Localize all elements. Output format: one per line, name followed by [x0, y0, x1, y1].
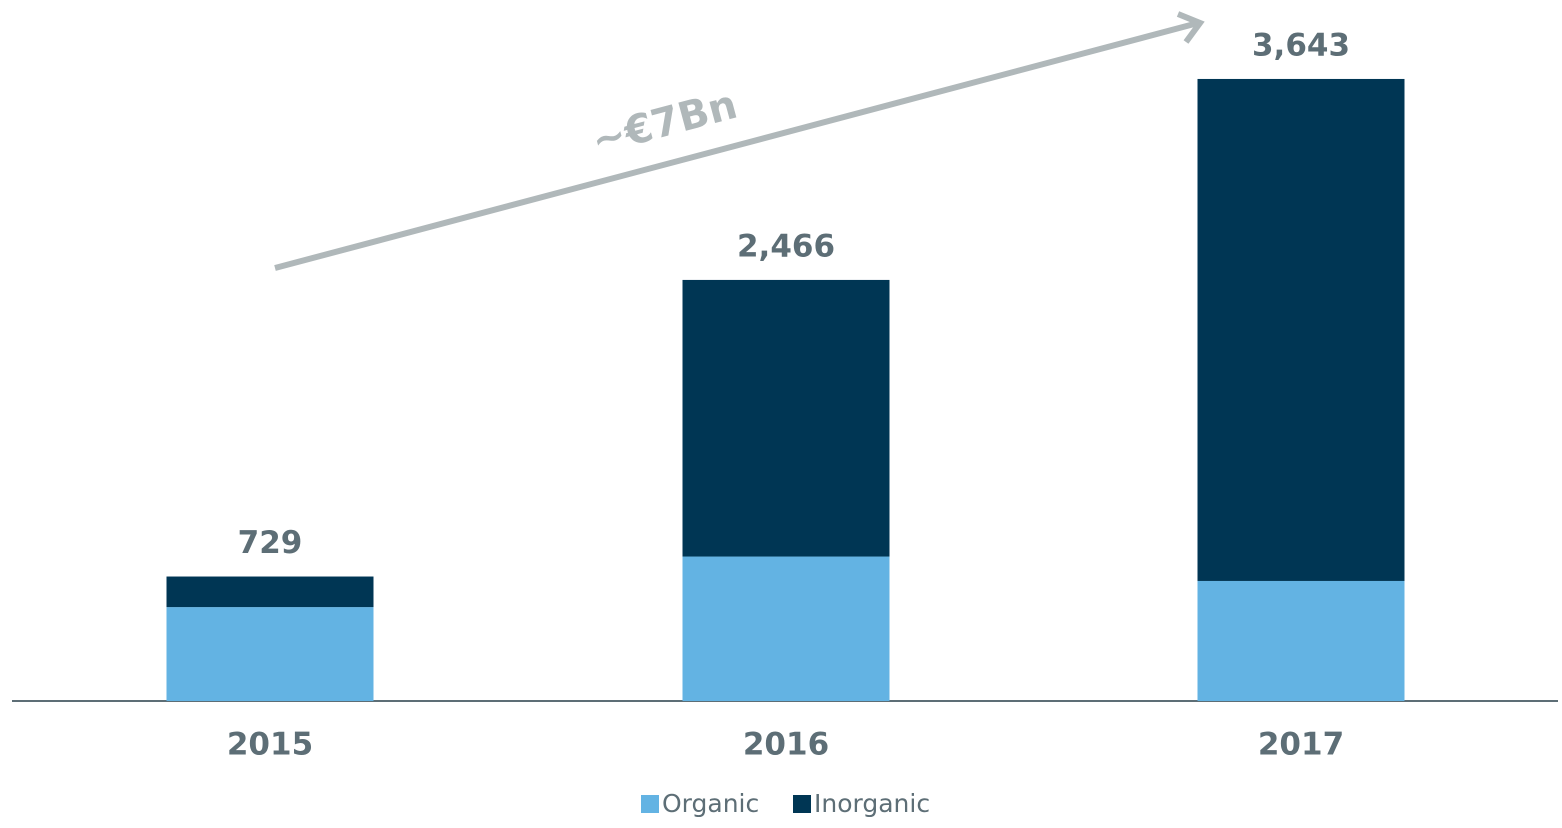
bar-segment	[166, 607, 374, 701]
bar-segment	[682, 279, 890, 557]
total-label: 2,466	[737, 228, 835, 264]
bar-segment	[1197, 580, 1405, 701]
x-tick-label: 2017	[1258, 727, 1344, 763]
legend-label: Inorganic	[814, 789, 930, 818]
legend-swatch	[641, 795, 659, 813]
legend-swatch	[793, 795, 811, 813]
arrow-head	[1176, 11, 1205, 44]
bar-segment	[1197, 78, 1405, 581]
total-label: 729	[238, 525, 303, 561]
x-tick-label: 2016	[743, 727, 829, 763]
trend-arrow	[274, 20, 1199, 271]
bar-segment	[166, 576, 374, 608]
legend-label: Organic	[662, 789, 759, 818]
x-tick-label: 2015	[227, 727, 313, 763]
total-label: 3,643	[1252, 27, 1350, 63]
bar-segment	[682, 556, 890, 701]
